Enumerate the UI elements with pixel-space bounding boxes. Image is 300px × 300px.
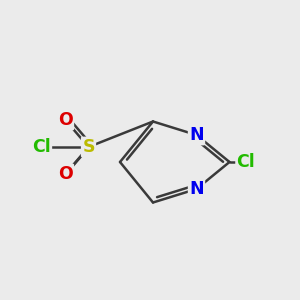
Text: O: O — [58, 165, 73, 183]
Text: S: S — [82, 138, 95, 156]
Text: N: N — [189, 126, 204, 144]
Text: Cl: Cl — [237, 153, 255, 171]
Text: N: N — [189, 180, 204, 198]
Text: Cl: Cl — [32, 138, 51, 156]
Text: O: O — [58, 111, 73, 129]
